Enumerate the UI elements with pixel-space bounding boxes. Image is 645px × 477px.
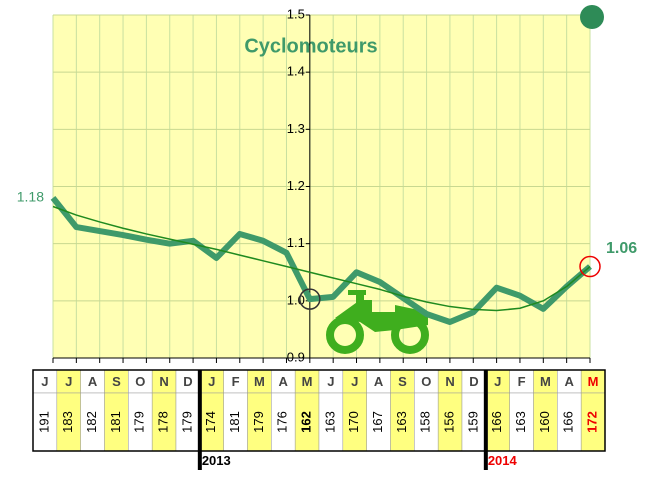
month-label: J xyxy=(41,374,48,389)
count-value: 156 xyxy=(442,411,457,433)
month-label: J xyxy=(65,374,72,389)
y-tick-label: 1.3 xyxy=(287,121,305,136)
count-value: 182 xyxy=(84,411,99,433)
year-label: 2013 xyxy=(202,453,231,468)
count-value: 183 xyxy=(60,411,75,433)
count-value: 172 xyxy=(585,411,600,433)
count-value: 174 xyxy=(203,411,218,433)
year-label: 2014 xyxy=(488,453,518,468)
month-label: D xyxy=(469,374,478,389)
count-value: 166 xyxy=(561,411,576,433)
month-label: D xyxy=(183,374,192,389)
count-value: 181 xyxy=(108,411,123,433)
count-value: 167 xyxy=(370,411,385,433)
month-label: O xyxy=(421,374,431,389)
count-value: 158 xyxy=(418,411,433,433)
value-label: 1.18 xyxy=(17,189,44,205)
marker-circle xyxy=(299,288,321,310)
count-value: 179 xyxy=(179,411,194,433)
month-label: F xyxy=(232,374,240,389)
month-label: S xyxy=(398,374,407,389)
y-tick-label: 1.4 xyxy=(287,64,305,79)
month-label: M xyxy=(302,374,313,389)
y-tick-label: 1.1 xyxy=(287,235,305,250)
month-label: N xyxy=(445,374,454,389)
count-value: 162 xyxy=(299,411,314,433)
grid xyxy=(52,14,591,359)
count-value: 159 xyxy=(465,411,480,433)
count-value: 166 xyxy=(489,411,504,433)
month-label: O xyxy=(135,374,145,389)
moped-icon xyxy=(326,290,429,354)
month-label: M xyxy=(540,374,551,389)
month-label: J xyxy=(327,374,334,389)
month-label: S xyxy=(112,374,121,389)
month-label: A xyxy=(279,374,289,389)
count-value: 170 xyxy=(346,411,361,433)
data-table: J 191 J 183 A 182 S 181 O 179 N 178 D 179 J 174 2013 F 181… xyxy=(32,369,606,470)
count-value: 176 xyxy=(275,411,290,433)
count-value: 163 xyxy=(513,411,528,433)
month-label: J xyxy=(494,374,501,389)
count-value: 181 xyxy=(227,411,242,433)
count-value: 163 xyxy=(322,411,337,433)
count-value: 191 xyxy=(36,411,51,433)
count-value: 179 xyxy=(251,411,266,433)
month-label: M xyxy=(254,374,265,389)
month-label: N xyxy=(159,374,168,389)
value-label: 1.06 xyxy=(606,240,637,257)
marker-circle xyxy=(579,255,601,278)
y-tick-label: 1.2 xyxy=(287,178,305,193)
table-border xyxy=(32,369,606,452)
data-line xyxy=(50,196,592,325)
y-tick-label: 0.9 xyxy=(287,349,305,364)
status-dot xyxy=(580,5,604,29)
y-tick-label: 1.5 xyxy=(287,6,305,21)
month-label: A xyxy=(88,374,98,389)
month-label: M xyxy=(588,374,599,389)
trend-line xyxy=(52,205,591,312)
count-value: 163 xyxy=(394,411,409,433)
count-value: 178 xyxy=(156,411,171,433)
chart-title: Cyclomoteurs xyxy=(244,35,377,57)
month-label: J xyxy=(351,374,358,389)
month-label: F xyxy=(518,374,526,389)
count-value: 179 xyxy=(132,411,147,433)
month-label: J xyxy=(208,374,215,389)
month-label: A xyxy=(374,374,384,389)
count-value: 160 xyxy=(537,411,552,433)
month-label: A xyxy=(565,374,575,389)
